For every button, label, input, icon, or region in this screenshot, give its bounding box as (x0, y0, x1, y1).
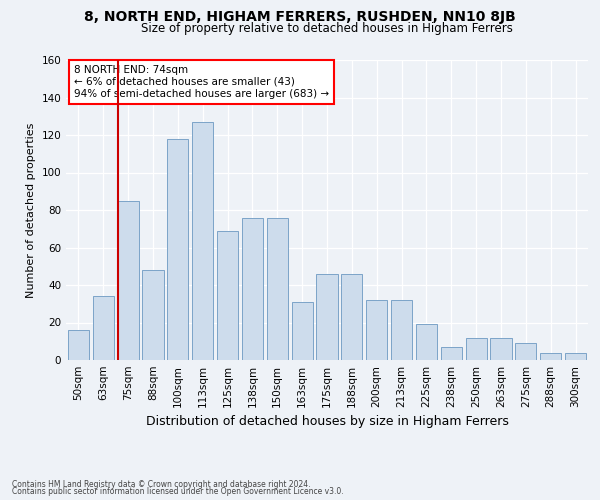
Bar (366, 300, 387, 360)
Bar (316, 274, 338, 360)
Bar (142, 270, 164, 360)
Text: 8, NORTH END, HIGHAM FERRERS, RUSHDEN, NN10 8JB: 8, NORTH END, HIGHAM FERRERS, RUSHDEN, N… (84, 10, 516, 24)
Text: Contains HM Land Registry data © Crown copyright and database right 2024.: Contains HM Land Registry data © Crown c… (12, 480, 311, 489)
Bar (565, 352, 586, 360)
Bar (391, 300, 412, 360)
Bar (167, 138, 188, 360)
Bar (540, 352, 561, 360)
Bar (68, 330, 89, 360)
Text: Contains public sector information licensed under the Open Government Licence v3: Contains public sector information licen… (12, 488, 344, 496)
Bar (192, 122, 213, 360)
Bar (93, 296, 114, 360)
Bar (416, 324, 437, 360)
Bar (341, 274, 362, 360)
Bar (217, 230, 238, 360)
Bar (441, 347, 462, 360)
Y-axis label: Number of detached properties: Number of detached properties (26, 122, 36, 298)
Bar (466, 338, 487, 360)
Bar (118, 200, 139, 360)
X-axis label: Distribution of detached houses by size in Higham Ferrers: Distribution of detached houses by size … (146, 416, 508, 428)
Bar (515, 343, 536, 360)
Bar (292, 302, 313, 360)
Bar (267, 218, 288, 360)
Text: 8 NORTH END: 74sqm
← 6% of detached houses are smaller (43)
94% of semi-detached: 8 NORTH END: 74sqm ← 6% of detached hous… (74, 66, 329, 98)
Bar (242, 218, 263, 360)
Bar (490, 338, 512, 360)
Title: Size of property relative to detached houses in Higham Ferrers: Size of property relative to detached ho… (141, 22, 513, 35)
